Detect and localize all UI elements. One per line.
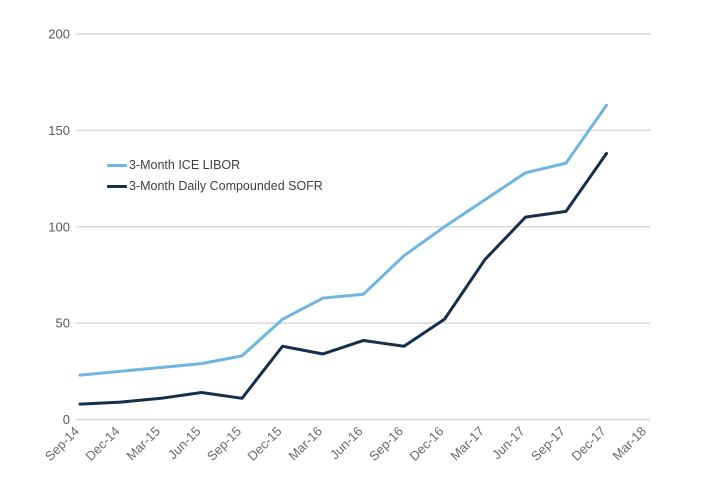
x-tick-label-Jun-17: Jun-17 [489, 424, 528, 463]
x-tick-label-Mar-17: Mar-17 [447, 424, 487, 464]
x-tick-label-Sep-14: Sep-14 [42, 424, 82, 464]
x-tick-label-Mar-18: Mar-18 [609, 424, 649, 464]
x-tick-label-Dec-14: Dec-14 [82, 424, 122, 464]
sofr-line-swatch [107, 184, 127, 188]
x-tick-label-Dec-15: Dec-15 [244, 424, 284, 464]
x-tick-label-Mar-15: Mar-15 [123, 424, 163, 464]
libor-line-swatch [107, 163, 127, 167]
y-tick-label-100: 100 [48, 219, 70, 234]
x-tick-label-Dec-17: Dec-17 [568, 424, 608, 464]
y-tick-label-150: 150 [48, 123, 70, 138]
data-series-lines [78, 103, 608, 406]
x-tick-label-Dec-16: Dec-16 [406, 424, 446, 464]
legend-item-libor: 3-Month ICE LIBOR [107, 158, 323, 172]
x-tick-label-Sep-17: Sep-17 [528, 424, 568, 464]
x-tick-label-Jun-16: Jun-16 [327, 424, 366, 463]
legend-item-sofr: 3-Month Daily Compounded SOFR [107, 179, 323, 193]
x-tick-label-Jun-15: Jun-15 [165, 424, 204, 463]
y-tick-label-50: 50 [56, 316, 70, 331]
series-line-sofr [78, 152, 608, 406]
y-gridlines [76, 33, 650, 421]
series-line-libor [78, 103, 608, 377]
y-tick-label-200: 200 [48, 27, 70, 42]
x-tick-label-Sep-16: Sep-16 [366, 424, 406, 464]
legend-label-sofr: 3-Month Daily Compounded SOFR [129, 179, 323, 193]
chart-legend: 3-Month ICE LIBOR 3-Month Daily Compound… [107, 158, 323, 193]
y-axis-tick-labels: 0 50 100 150 200 [48, 27, 70, 428]
y-tick-label-0: 0 [63, 412, 70, 427]
x-tick-label-Mar-16: Mar-16 [285, 424, 325, 464]
x-tick-label-Sep-15: Sep-15 [204, 424, 244, 464]
legend-label-libor: 3-Month ICE LIBOR [129, 158, 241, 172]
x-axis-tick-labels: Sep-14 Dec-14 Mar-15 Jun-15 Sep-15 Dec-15 Mar-… [42, 424, 649, 464]
